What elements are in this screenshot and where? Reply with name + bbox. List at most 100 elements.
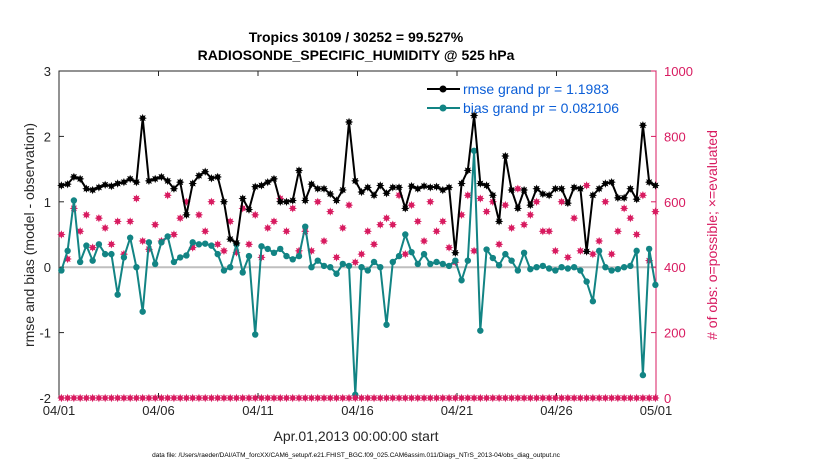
evaluated-bottom-marker xyxy=(244,393,254,403)
possible-marker xyxy=(100,223,110,233)
possible-marker xyxy=(194,210,204,220)
rmse-point xyxy=(513,204,523,213)
evaluated-bottom-marker xyxy=(488,393,498,403)
evaluated-bottom-marker xyxy=(532,393,541,403)
bias-point xyxy=(364,267,371,274)
evaluated-bottom-marker xyxy=(251,393,260,403)
rmse-point xyxy=(194,171,204,180)
bias-point xyxy=(495,262,503,269)
evaluated-bottom-marker xyxy=(319,393,329,403)
bias-point xyxy=(358,264,365,271)
possible-marker xyxy=(82,210,91,220)
evaluated-bottom-marker xyxy=(276,393,285,403)
evaluated-bottom-marker xyxy=(163,393,172,403)
bias-point xyxy=(583,278,590,285)
rmse-point xyxy=(369,191,379,200)
evaluated-bottom-marker xyxy=(107,393,116,403)
rmse-point xyxy=(169,184,179,193)
possible-marker xyxy=(588,249,598,259)
possible-marker xyxy=(582,181,591,190)
bias-point xyxy=(414,260,421,268)
rmse-point xyxy=(394,183,404,192)
rmse-point xyxy=(432,182,441,191)
bias-point xyxy=(120,254,128,261)
rmse-point xyxy=(57,181,66,190)
bias-point xyxy=(295,252,303,260)
series-evaluated-bottom xyxy=(57,393,660,403)
evaluated-bottom-marker xyxy=(613,393,623,403)
rmse-point xyxy=(388,183,397,192)
legend-bias-label: bias grand pr = 0.082106 xyxy=(463,100,619,116)
evaluated-bottom-marker xyxy=(269,393,279,403)
bias-point xyxy=(170,258,178,266)
bias-point xyxy=(377,264,384,271)
rmse-point xyxy=(251,182,260,191)
y-right-tick-label: 1000 xyxy=(664,64,693,79)
rmse-point xyxy=(144,176,154,186)
evaluated-bottom-marker xyxy=(100,393,110,403)
rmse-point xyxy=(476,179,485,188)
possible-marker xyxy=(376,220,385,229)
possible-marker xyxy=(563,253,573,262)
evaluated-bottom-marker xyxy=(476,393,485,403)
evaluated-bottom-marker xyxy=(238,393,247,403)
rmse-point xyxy=(488,191,498,200)
evaluated-bottom-marker xyxy=(344,393,354,403)
evaluated-bottom-marker xyxy=(588,393,598,403)
bias-point xyxy=(58,267,65,274)
rmse-point xyxy=(444,183,454,192)
bias-point xyxy=(570,264,578,271)
rmse-point xyxy=(638,121,648,130)
evaluated-bottom-marker xyxy=(607,393,616,403)
rmse-point xyxy=(232,238,241,248)
bias-point xyxy=(327,264,334,271)
possible-marker xyxy=(132,194,141,203)
evaluated-bottom-marker xyxy=(150,393,160,403)
possible-marker xyxy=(532,197,541,206)
bias-point xyxy=(539,262,547,270)
rmse-point xyxy=(313,184,322,193)
evaluated-bottom-marker xyxy=(394,393,404,403)
rmse-point xyxy=(632,194,641,204)
evaluated-bottom-marker xyxy=(207,393,216,403)
possible-marker xyxy=(401,249,410,259)
possible-marker xyxy=(94,213,104,223)
y-tick-label: 1 xyxy=(44,195,51,210)
evaluated-bottom-marker xyxy=(619,393,629,403)
rmse-point xyxy=(557,184,566,193)
evaluated-bottom-marker xyxy=(313,393,322,403)
evaluated-bottom-marker xyxy=(138,393,147,403)
bias-point xyxy=(176,254,184,261)
rmse-line xyxy=(61,115,656,253)
x-axis: 04/01 04/06 04/11 04/16 04/21 04/26 05/01 xyxy=(43,71,672,418)
x-tick-label: 04/01 xyxy=(43,403,76,418)
rmse-point xyxy=(644,177,654,187)
possible-marker xyxy=(544,227,554,236)
bias-point xyxy=(183,252,190,259)
bias-point xyxy=(395,252,403,260)
possible-marker xyxy=(107,240,116,249)
possible-marker xyxy=(388,220,397,229)
possible-marker xyxy=(538,227,548,236)
bias-point xyxy=(402,231,409,238)
bias-point xyxy=(602,264,609,271)
rmse-point xyxy=(344,117,354,127)
y-right-tick-label: 800 xyxy=(664,129,686,144)
evaluated-bottom-marker xyxy=(182,393,191,403)
rmse-point xyxy=(163,176,172,186)
possible-marker xyxy=(382,213,391,223)
bias-point xyxy=(95,241,103,248)
rmse-point xyxy=(407,181,416,191)
evaluated-bottom-marker xyxy=(463,393,473,403)
rmse-point xyxy=(238,194,247,203)
rmse-point xyxy=(501,151,510,161)
evaluated-bottom-marker xyxy=(263,393,272,403)
bias-point xyxy=(76,258,84,266)
evaluated-bottom-marker xyxy=(501,393,510,403)
possible-marker xyxy=(369,240,379,249)
y-tick-label: 3 xyxy=(44,64,51,79)
rmse-point xyxy=(363,183,372,192)
possible-marker xyxy=(88,243,97,252)
possible-marker xyxy=(432,227,441,236)
possible-marker xyxy=(269,217,279,226)
